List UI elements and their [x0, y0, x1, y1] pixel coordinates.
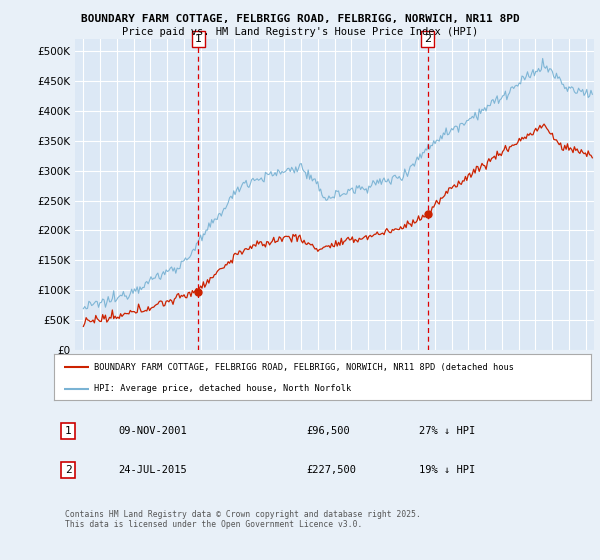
Text: 2: 2 — [424, 34, 431, 44]
Text: 1: 1 — [195, 34, 202, 44]
Text: 09-NOV-2001: 09-NOV-2001 — [118, 426, 187, 436]
Text: HPI: Average price, detached house, North Norfolk: HPI: Average price, detached house, Nort… — [94, 384, 352, 394]
Text: BOUNDARY FARM COTTAGE, FELBRIGG ROAD, FELBRIGG, NORWICH, NR11 8PD: BOUNDARY FARM COTTAGE, FELBRIGG ROAD, FE… — [80, 14, 520, 24]
Text: 1: 1 — [65, 426, 71, 436]
Text: 2: 2 — [65, 465, 71, 475]
Text: Price paid vs. HM Land Registry's House Price Index (HPI): Price paid vs. HM Land Registry's House … — [122, 27, 478, 37]
Text: BOUNDARY FARM COTTAGE, FELBRIGG ROAD, FELBRIGG, NORWICH, NR11 8PD (detached hous: BOUNDARY FARM COTTAGE, FELBRIGG ROAD, FE… — [94, 363, 514, 372]
Text: Contains HM Land Registry data © Crown copyright and database right 2025.
This d: Contains HM Land Registry data © Crown c… — [65, 510, 421, 529]
Text: £96,500: £96,500 — [307, 426, 350, 436]
Text: 24-JUL-2015: 24-JUL-2015 — [118, 465, 187, 475]
Text: 27% ↓ HPI: 27% ↓ HPI — [419, 426, 475, 436]
Text: £227,500: £227,500 — [307, 465, 356, 475]
Text: 19% ↓ HPI: 19% ↓ HPI — [419, 465, 475, 475]
